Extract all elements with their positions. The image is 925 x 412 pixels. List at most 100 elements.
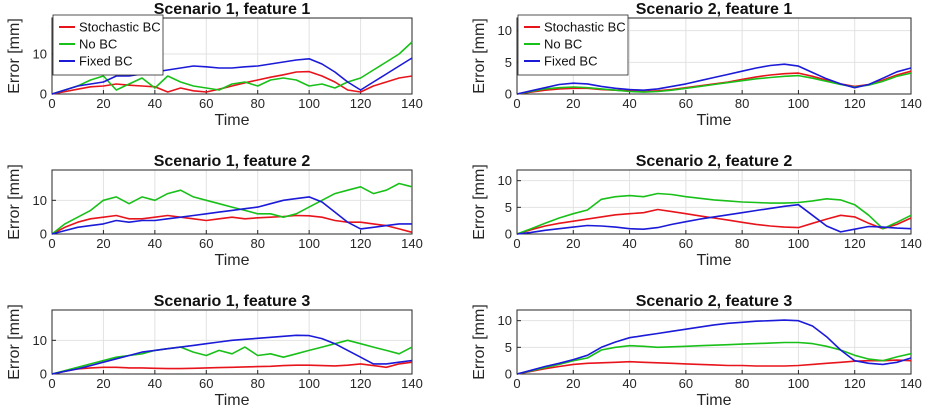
x-tick-label: 100 [298,376,320,391]
x-tick-label: 0 [513,96,520,111]
legend-label: Stochastic BC [79,20,161,35]
x-tick-label: 140 [401,376,423,391]
plot-frame [516,17,912,95]
subplot-3: 0 20 40 60 80 100 120 140 0 10 Time Error [mm] Scena… [6,153,423,269]
series-line-stochastic-bc [51,214,413,235]
x-axis-label: Time [697,252,732,269]
x-tick-label: 100 [788,236,810,251]
series-line-fixed-bc [516,319,912,375]
subplot-2: 0 20 40 60 80 100 120 140 0 5 10 Time Error [mm] Scen… [471,1,922,129]
series-line-no-bc [51,182,413,235]
legend-label: No BC [79,37,117,52]
plot-frame [51,169,413,235]
y-tick-label: 0 [505,367,512,382]
y-axis-label: Error [mm] [6,18,23,94]
y-axis-label: Error [mm] [471,304,488,380]
x-tick-label: 80 [735,376,749,391]
subplot-title: Scenario 1, feature 2 [154,153,311,170]
y-tick-label: 10 [33,333,47,348]
plot-frame [516,169,912,235]
x-axis-label: Time [697,112,732,129]
x-tick-label: 60 [199,236,213,251]
series-line-stochastic-bc [51,361,413,375]
y-tick-label: 5 [505,200,512,215]
series-line-fixed-bc [516,203,912,235]
subplot-title: Scenario 2, feature 1 [636,1,793,18]
x-tick-label: 40 [622,376,636,391]
subplot-6: 0 20 40 60 80 100 120 140 0 5 10 Time Error [mm] Scen… [471,293,922,409]
x-tick-label: 140 [900,236,922,251]
x-tick-label: 100 [788,96,810,111]
x-axis-label: Time [215,252,250,269]
subplot-4: 0 20 40 60 80 100 120 140 0 5 10 Time Error [mm] Scen… [471,153,922,269]
y-tick-label: 10 [498,23,512,38]
x-tick-label: 80 [735,96,749,111]
x-axis-label: Time [215,112,250,129]
x-tick-label: 20 [566,96,580,111]
subplot-title: Scenario 2, feature 2 [636,153,793,170]
y-tick-label: 10 [498,313,512,328]
x-tick-label: 60 [199,376,213,391]
x-tick-label: 60 [679,96,693,111]
plot-frame [51,17,413,95]
subplot-title: Scenario 1, feature 1 [154,1,311,18]
y-tick-label: 0 [505,227,512,242]
y-tick-label: 0 [40,87,47,102]
y-tick-label: 10 [33,47,47,62]
x-tick-label: 20 [566,236,580,251]
x-tick-label: 0 [513,376,520,391]
y-tick-label: 5 [505,340,512,355]
y-axis-label: Error [mm] [471,18,488,94]
x-tick-label: 40 [622,96,636,111]
y-tick-label: 0 [505,87,512,102]
x-tick-label: 40 [622,236,636,251]
x-tick-label: 80 [250,376,264,391]
y-tick-label: 10 [498,173,512,188]
x-axis-label: Time [697,392,732,409]
x-tick-label: 0 [48,236,55,251]
legend-label: No BC [544,37,582,52]
subplot-title: Scenario 2, feature 3 [636,293,793,310]
x-tick-label: 20 [566,376,580,391]
x-tick-label: 100 [298,236,320,251]
x-tick-label: 80 [250,236,264,251]
x-tick-label: 20 [96,236,110,251]
x-tick-label: 40 [148,96,162,111]
y-axis-label: Error [mm] [6,164,23,240]
x-tick-label: 20 [96,96,110,111]
plot-frame [51,309,413,375]
y-tick-label: 0 [40,227,47,242]
series-line-fixed-bc [516,63,912,95]
x-tick-label: 0 [48,376,55,391]
series-line-stochastic-bc [516,208,912,235]
series-line-no-bc [516,341,912,375]
series-line-no-bc [516,192,912,235]
x-tick-label: 0 [48,96,55,111]
series-line-no-bc [51,41,413,95]
x-tick-label: 120 [844,96,866,111]
legend-label: Fixed BC [544,54,597,69]
x-tick-label: 100 [788,376,810,391]
legend-label: Fixed BC [79,54,132,69]
x-tick-label: 60 [679,376,693,391]
subplot-1: 0 20 40 60 80 100 120 140 0 10 Time Error [mm] Scena… [6,1,423,129]
x-tick-label: 40 [148,236,162,251]
x-tick-label: 60 [679,236,693,251]
series-line-fixed-bc [51,196,412,235]
y-tick-label: 10 [33,193,47,208]
x-tick-label: 140 [401,236,423,251]
y-tick-label: 5 [505,55,512,70]
x-tick-label: 20 [96,376,110,391]
y-axis-label: Error [mm] [6,304,23,380]
x-tick-label: 120 [350,236,372,251]
series-line-fixed-bc [51,334,413,375]
x-tick-label: 120 [350,376,372,391]
legend: Stochastic BC No BC Fixed BC [517,14,629,76]
x-tick-label: 100 [298,96,320,111]
x-tick-label: 40 [148,376,162,391]
x-tick-label: 80 [250,96,264,111]
x-tick-label: 140 [900,376,922,391]
legend-label: Stochastic BC [544,20,626,35]
x-tick-label: 120 [350,96,372,111]
